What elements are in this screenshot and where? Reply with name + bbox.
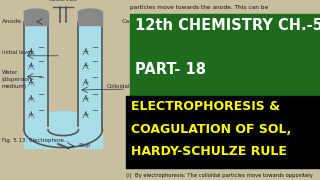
Text: Initial level: Initial level [2,50,32,55]
Bar [126,96,320,168]
Text: the lyophobic sols is due to the presence of charge: the lyophobic sols is due to the presenc… [132,119,269,124]
Text: 12th CHEMISTRY CH.-5: 12th CHEMISTRY CH.-5 [135,18,320,33]
Text: Anode: Anode [2,19,22,24]
Bar [130,14,320,99]
Text: PART- 18: PART- 18 [135,62,206,77]
Text: −: − [37,74,44,83]
Text: +: + [28,61,34,70]
Text: −: − [92,106,99,115]
Bar [24,124,102,148]
Text: +: + [82,61,88,70]
Text: Reservoir: Reservoir [48,0,78,2]
Text: +: + [82,78,88,87]
Text: Fig. 5.13: Electrophore...: Fig. 5.13: Electrophore... [2,138,69,143]
Ellipse shape [78,9,102,16]
Bar [78,22,102,126]
Text: particles move towards the anode. This can be: particles move towards the anode. This c… [130,5,268,10]
Text: (i)  By electrophoresis: The colloidal particles move towards oppositely: (i) By electrophoresis: The colloidal pa… [126,173,313,178]
Text: −: − [37,43,44,52]
Text: −: − [92,57,99,66]
Text: HARDY-SCHULZE RULE: HARDY-SCHULZE RULE [132,145,287,158]
Text: Colloidal: Colloidal [107,84,131,89]
Text: ELECTROPHORESIS &: ELECTROPHORESIS & [132,100,280,113]
Text: +: + [82,47,88,56]
Text: +: + [28,110,34,119]
Bar [24,13,48,25]
Ellipse shape [24,9,48,16]
Text: +: + [28,47,34,56]
Text: −: − [37,106,44,115]
Text: medium): medium) [2,84,27,89]
Text: +: + [82,94,88,103]
Text: neas. This phenomenon is termed electro-osmosis.: neas. This phenomenon is termed electro-… [132,103,269,108]
Text: −: − [37,57,44,66]
Text: Stop: Stop [78,143,91,148]
Text: +: + [28,94,34,103]
Text: −: − [92,43,99,52]
Text: (dispersion: (dispersion [2,77,32,82]
Text: Water: Water [2,69,18,75]
Text: −: − [92,74,99,83]
Bar [78,13,102,25]
Text: Ca...: Ca... [122,19,136,24]
Text: −: − [92,90,99,99]
Ellipse shape [24,112,102,148]
Text: (viii) Coagulation or precipitation: The stability of: (viii) Coagulation or precipitation: The… [132,111,264,116]
Text: +: + [82,110,88,119]
Text: COAGULATION OF SOL,: COAGULATION OF SOL, [132,123,292,136]
Text: −: − [37,90,44,99]
Text: +: + [28,78,34,87]
Bar [24,22,48,126]
